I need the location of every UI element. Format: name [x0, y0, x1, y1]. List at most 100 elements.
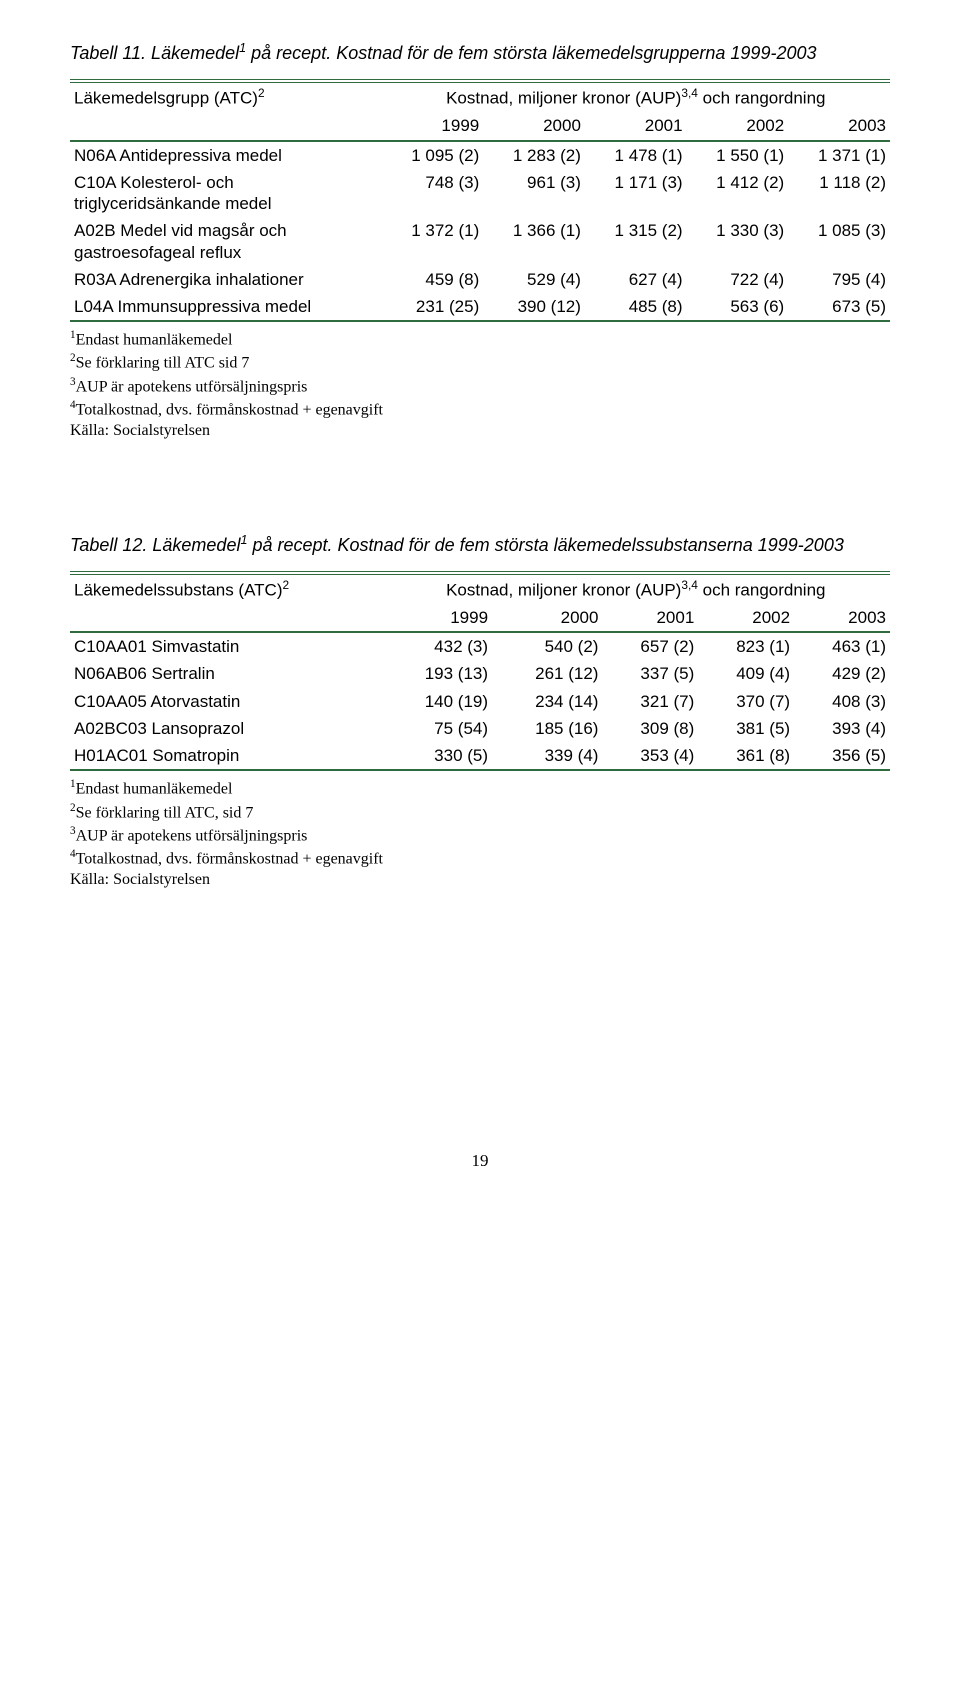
- table-cell: 485 (8): [585, 293, 687, 321]
- table12-caption-lead: Tabell 12. Läkemedel: [70, 535, 240, 555]
- table-row-label: A02B Medel vid magsår och gastroesofagea…: [70, 217, 382, 266]
- table-cell: 370 (7): [698, 688, 794, 715]
- table-cell: 261 (12): [492, 660, 602, 687]
- footnote: 2Se förklaring till ATC sid 7: [70, 351, 890, 374]
- table-cell: 1 478 (1): [585, 141, 687, 169]
- table-cell: 1 095 (2): [382, 141, 484, 169]
- table-cell: 1 412 (2): [687, 169, 789, 218]
- table11-caption-mid: på recept. Kostnad för de fem största lä…: [246, 43, 816, 63]
- table11-colhead-right-sup: 3,4: [681, 86, 698, 100]
- table-row-label: R03A Adrenergika inhalationer: [70, 266, 382, 293]
- table12-caption-mid: på recept. Kostnad för de fem största lä…: [247, 535, 843, 555]
- table11-year-3: 2002: [687, 112, 789, 140]
- table-cell: 409 (4): [698, 660, 794, 687]
- footnote: 4Totalkostnad, dvs. förmånskostnad + ege…: [70, 398, 890, 421]
- table11-year-0: 1999: [382, 112, 484, 140]
- table11-colhead-left-sup: 2: [258, 86, 265, 100]
- table-cell: 657 (2): [602, 632, 698, 660]
- table12-footnotes: 1Endast humanläkemedel 2Se förklaring ti…: [70, 777, 890, 890]
- table-row-label: H01AC01 Somatropin: [70, 742, 382, 770]
- table-cell: 1 315 (2): [585, 217, 687, 266]
- table12-blank: [70, 604, 382, 632]
- table-cell: 823 (1): [698, 632, 794, 660]
- table11-colhead-left: Läkemedelsgrupp (ATC)2: [70, 81, 382, 112]
- table-cell: 309 (8): [602, 715, 698, 742]
- table-row-label: C10AA01 Simvastatin: [70, 632, 382, 660]
- table-row-label: N06A Antidepressiva medel: [70, 141, 382, 169]
- table-cell: 1 085 (3): [788, 217, 890, 266]
- table12-year-4: 2003: [794, 604, 890, 632]
- table-row-label: C10AA05 Atorvastatin: [70, 688, 382, 715]
- footnote-text: Se förklaring till ATC, sid 7: [76, 804, 254, 821]
- table12-colhead-left: Läkemedelssubstans (ATC)2: [70, 573, 382, 604]
- table12-colhead-left-text: Läkemedelssubstans (ATC): [74, 581, 283, 600]
- table11-blank: [70, 112, 382, 140]
- table-cell: 356 (5): [794, 742, 890, 770]
- footnote-text: Se förklaring till ATC sid 7: [76, 355, 250, 372]
- table12: Läkemedelssubstans (ATC)2 Kostnad, miljo…: [70, 571, 890, 771]
- table-cell: 193 (13): [382, 660, 492, 687]
- table-cell: 339 (4): [492, 742, 602, 770]
- table-cell: 529 (4): [483, 266, 585, 293]
- table-row-label: C10A Kolesterol- och triglyceridsänkande…: [70, 169, 382, 218]
- table-cell: 673 (5): [788, 293, 890, 321]
- footnote-text: Endast humanläkemedel: [76, 332, 233, 349]
- table-cell: 795 (4): [788, 266, 890, 293]
- table-cell: 748 (3): [382, 169, 484, 218]
- footnote: 3AUP är apotekens utförsäljningspris: [70, 824, 890, 847]
- table12-caption: Tabell 12. Läkemedel1 på recept. Kostnad…: [70, 532, 890, 557]
- table-cell: 361 (8): [698, 742, 794, 770]
- table11-colhead-right-text: Kostnad, miljoner kronor (AUP): [446, 89, 681, 108]
- footnote-text: AUP är apotekens utförsäljningspris: [76, 827, 308, 844]
- table12-year-2: 2001: [602, 604, 698, 632]
- table12-year-3: 2002: [698, 604, 794, 632]
- footnote: 3AUP är apotekens utförsäljningspris: [70, 375, 890, 398]
- table-cell: 961 (3): [483, 169, 585, 218]
- table-cell: 234 (14): [492, 688, 602, 715]
- table12-colhead-right: Kostnad, miljoner kronor (AUP)3,4 och ra…: [382, 573, 890, 604]
- table12-colhead-right-sup: 3,4: [681, 578, 698, 592]
- table-cell: 722 (4): [687, 266, 789, 293]
- table-cell: 540 (2): [492, 632, 602, 660]
- table-row-label: N06AB06 Sertralin: [70, 660, 382, 687]
- table12-year-1: 2000: [492, 604, 602, 632]
- table-cell: 432 (3): [382, 632, 492, 660]
- table-cell: 140 (19): [382, 688, 492, 715]
- table11-source: Källa: Socialstyrelsen: [70, 421, 890, 442]
- table-cell: 390 (12): [483, 293, 585, 321]
- table-cell: 1 371 (1): [788, 141, 890, 169]
- footnote-text: Totalkostnad, dvs. förmånskostnad + egen…: [76, 850, 383, 867]
- table11-caption: Tabell 11. Läkemedel1 på recept. Kostnad…: [70, 40, 890, 65]
- table-cell: 1 366 (1): [483, 217, 585, 266]
- table-cell: 459 (8): [382, 266, 484, 293]
- table12-year-0: 1999: [382, 604, 492, 632]
- table11-colhead-right: Kostnad, miljoner kronor (AUP)3,4 och ra…: [382, 81, 890, 112]
- table-cell: 231 (25): [382, 293, 484, 321]
- table-cell: 429 (2): [794, 660, 890, 687]
- footnote-text: Endast humanläkemedel: [76, 781, 233, 798]
- table12-colhead-right-text: Kostnad, miljoner kronor (AUP): [446, 581, 681, 600]
- table-row-label: L04A Immunsuppressiva medel: [70, 293, 382, 321]
- table-cell: 75 (54): [382, 715, 492, 742]
- table11-colhead-right-tail: och rangordning: [698, 89, 826, 108]
- table11-footnotes: 1Endast humanläkemedel 2Se förklaring ti…: [70, 328, 890, 441]
- table-cell: 408 (3): [794, 688, 890, 715]
- footnote: 2Se förklaring till ATC, sid 7: [70, 801, 890, 824]
- table11-colhead-left-text: Läkemedelsgrupp (ATC): [74, 89, 258, 108]
- table12-source: Källa: Socialstyrelsen: [70, 870, 890, 891]
- table-cell: 1 171 (3): [585, 169, 687, 218]
- table-cell: 627 (4): [585, 266, 687, 293]
- table11-caption-lead: Tabell 11. Läkemedel: [70, 43, 239, 63]
- table-cell: 353 (4): [602, 742, 698, 770]
- footnote-text: AUP är apotekens utförsäljningspris: [76, 378, 308, 395]
- footnote-text: Totalkostnad, dvs. förmånskostnad + egen…: [76, 401, 383, 418]
- table-cell: 463 (1): [794, 632, 890, 660]
- table-cell: 185 (16): [492, 715, 602, 742]
- table-cell: 321 (7): [602, 688, 698, 715]
- table12-colhead-right-tail: och rangordning: [698, 581, 826, 600]
- footnote: 1Endast humanläkemedel: [70, 777, 890, 800]
- table-cell: 337 (5): [602, 660, 698, 687]
- table11-year-2: 2001: [585, 112, 687, 140]
- table11-year-1: 2000: [483, 112, 585, 140]
- table11-year-4: 2003: [788, 112, 890, 140]
